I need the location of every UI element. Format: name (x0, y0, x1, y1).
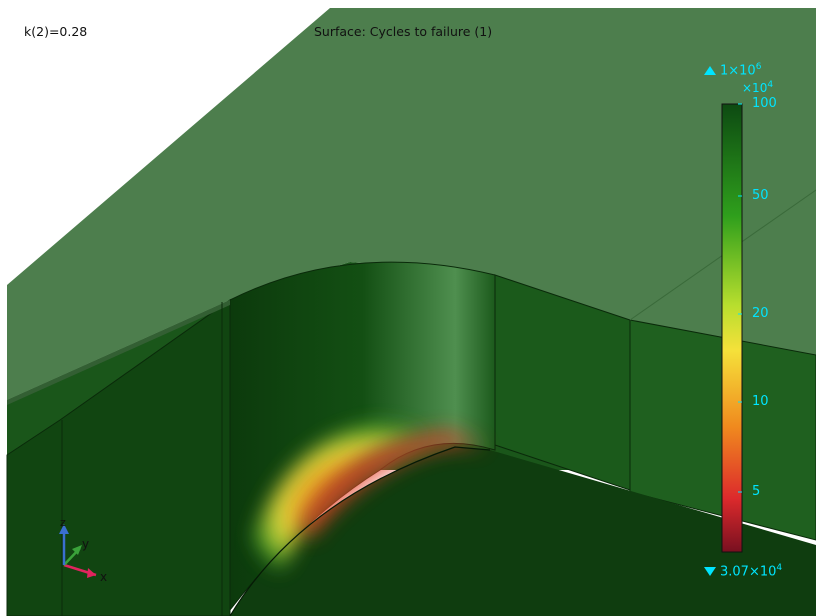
colorbar-max-exp: 6 (755, 62, 762, 72)
z-axis-label: z (60, 516, 66, 529)
colorbar-multiplier: ×104 (742, 80, 773, 95)
colorbar (721, 103, 743, 553)
colorbar-min-base: 3.07×10 (720, 564, 777, 580)
axes-triad: x y z (59, 516, 107, 584)
colorbar-multiplier-base: ×10 (742, 81, 768, 95)
fatigue-hotspot (240, 419, 492, 600)
fillet-edge (229, 446, 491, 616)
colorbar-tick-label: 5 (752, 484, 761, 499)
x-axis-label: x (100, 570, 107, 584)
colorbar-min-exp: 4 (776, 563, 783, 573)
top-plate-surface (7, 8, 816, 400)
colorbar-multiplier-exp: 4 (767, 80, 774, 90)
fatigue-core (300, 430, 488, 540)
colorbar-tick-label: 20 (752, 306, 769, 321)
colorbar-max-arrow-icon (704, 66, 716, 75)
colorbar-min-arrow-icon (704, 567, 716, 576)
colorbar-max-base: 1×10 (720, 63, 756, 79)
floor-surface (230, 447, 816, 616)
colorbar-ticks (738, 103, 742, 493)
left-lip (7, 300, 230, 405)
y-axis-label: y (82, 537, 89, 551)
colorbar-max-value: 1×106 (704, 62, 761, 78)
plot-title: Surface: Cycles to failure (1) (314, 24, 493, 39)
colorbar-tick-label: 10 (752, 394, 769, 409)
colorbar-tick-label: 50 (752, 188, 769, 203)
colorbar-tick-label: 100 (752, 96, 777, 111)
parameter-label: k(2)=0.28 (24, 24, 88, 39)
colorbar-min-value: 3.07×104 (704, 563, 782, 579)
